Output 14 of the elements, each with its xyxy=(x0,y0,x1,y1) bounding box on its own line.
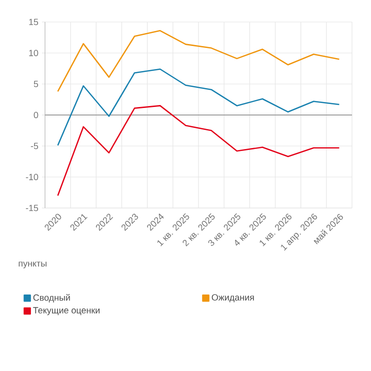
y-tick-label: 15 xyxy=(29,18,38,26)
y-tick-label: 10 xyxy=(29,50,38,56)
legend-label: Текущие оценки xyxy=(33,307,100,316)
y-tick-label: -10 xyxy=(26,174,38,180)
y-axis-title: пункты xyxy=(18,262,46,268)
y-tick-label: -5 xyxy=(30,142,38,150)
legend-label: Ожидания xyxy=(212,294,254,302)
legend-label: Сводный xyxy=(33,294,70,302)
y-tick-label: 0 xyxy=(34,112,38,118)
line-series xyxy=(57,105,340,196)
line-series xyxy=(57,68,340,146)
y-tick-label: -15 xyxy=(26,204,38,212)
y-tick-label: 5 xyxy=(34,80,38,88)
line-series xyxy=(57,30,340,92)
